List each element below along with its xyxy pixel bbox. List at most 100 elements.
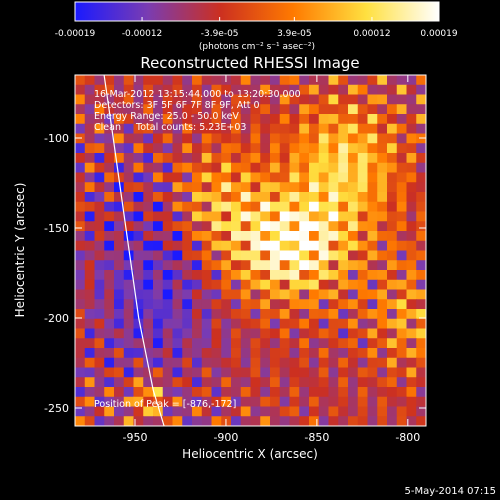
heatmap-cell — [192, 231, 203, 242]
heatmap-cell — [357, 348, 369, 359]
heatmap-cell — [289, 211, 300, 222]
heatmap-cell — [309, 231, 320, 242]
heatmap-cell — [299, 318, 310, 330]
heatmap-cell — [182, 162, 193, 174]
heatmap-cell — [406, 162, 417, 174]
heatmap-cell — [357, 387, 369, 398]
heatmap-cell — [123, 318, 135, 330]
heatmap-cell — [357, 133, 369, 144]
heatmap-cell — [396, 104, 408, 115]
heatmap-cell — [279, 104, 291, 115]
heatmap-cells — [75, 75, 426, 426]
heatmap-cell — [240, 299, 252, 310]
heatmap-cell — [94, 104, 105, 115]
heatmap-cell — [104, 75, 115, 86]
heatmap-cell — [221, 279, 232, 291]
heatmap-cell — [84, 192, 96, 203]
heatmap-cell — [357, 162, 369, 174]
heatmap-cell — [231, 328, 242, 339]
heatmap-cell — [94, 377, 105, 388]
heatmap-cell — [377, 270, 388, 281]
heatmap-cell — [260, 260, 271, 271]
heatmap-cell — [396, 357, 408, 369]
heatmap-cell — [84, 182, 96, 193]
heatmap-cell — [231, 299, 242, 310]
heatmap-cell — [162, 377, 174, 388]
heatmap-cell — [231, 279, 242, 291]
heatmap-cell — [396, 143, 408, 154]
heatmap-cell — [318, 357, 330, 369]
heatmap-cell — [416, 387, 426, 398]
heatmap-cell — [221, 338, 232, 349]
heatmap-cell — [338, 270, 349, 281]
heatmap-cell — [123, 396, 135, 408]
heatmap-cell — [211, 143, 222, 154]
heatmap-cell — [377, 201, 388, 213]
heatmap-cell — [309, 377, 320, 388]
heatmap-cell — [348, 84, 359, 96]
heatmap-cell — [231, 309, 242, 320]
heatmap-cell — [387, 84, 398, 96]
heatmap-cell — [172, 348, 183, 359]
heatmap-cell — [406, 114, 417, 125]
heatmap-cell — [338, 289, 349, 300]
plot-frame — [74, 74, 427, 427]
heatmap-cell — [114, 357, 125, 369]
heatmap-cell — [123, 201, 135, 213]
heatmap-cell — [143, 192, 154, 203]
heatmap-cell — [192, 387, 203, 398]
heatmap-cell — [279, 94, 291, 105]
heatmap-cell — [143, 172, 154, 183]
heatmap-cell — [114, 201, 125, 213]
heatmap-cell — [231, 318, 242, 330]
heatmap-cell — [338, 162, 349, 174]
heatmap-cell — [123, 123, 135, 135]
heatmap-cell — [143, 211, 154, 222]
heatmap-cell — [221, 84, 232, 96]
heatmap-cell — [211, 338, 222, 349]
heatmap-cell — [104, 367, 115, 378]
heatmap-cell — [114, 338, 125, 349]
heatmap-cell — [162, 357, 174, 369]
heatmap-cell — [377, 172, 388, 183]
heatmap-cell — [279, 143, 291, 154]
heatmap-cell — [221, 104, 232, 115]
heatmap-cell — [328, 348, 339, 359]
heatmap-cell — [387, 211, 398, 222]
heatmap-cell — [94, 279, 105, 291]
heatmap-cell — [387, 114, 398, 125]
heatmap-cell — [387, 172, 398, 183]
heatmap-cell — [192, 133, 203, 144]
heatmap-cell — [211, 357, 222, 369]
heatmap-cell — [153, 406, 164, 417]
heatmap-cell — [367, 338, 378, 349]
heatmap-cell — [309, 94, 320, 105]
heatmap-cell — [377, 143, 388, 154]
heatmap-cell — [192, 357, 203, 369]
heatmap-cell — [84, 357, 96, 369]
heatmap-cell — [396, 299, 408, 310]
heatmap-cell — [153, 211, 164, 222]
heatmap-cell — [143, 348, 154, 359]
heatmap-cell — [162, 309, 174, 320]
heatmap-cell — [114, 94, 125, 105]
heatmap-cell — [299, 153, 310, 164]
heatmap-cell — [289, 231, 300, 242]
heatmap-cell — [94, 299, 105, 310]
heatmap-cell — [114, 231, 125, 242]
heatmap-cell — [289, 75, 300, 86]
heatmap-cell — [75, 84, 86, 96]
heatmap-cell — [231, 231, 242, 242]
heatmap-cell — [114, 406, 125, 417]
heatmap-cell — [75, 367, 86, 378]
heatmap-cell — [406, 221, 417, 232]
heatmap-cell — [406, 133, 417, 144]
heatmap-cell — [201, 94, 213, 105]
heatmap-cell — [250, 172, 261, 183]
heatmap-cell — [328, 114, 339, 125]
heatmap-cell — [250, 416, 261, 426]
heatmap-cell — [270, 357, 281, 369]
heatmap-cell — [153, 396, 164, 408]
heatmap-cell — [172, 406, 183, 417]
heatmap-cell — [328, 94, 339, 105]
